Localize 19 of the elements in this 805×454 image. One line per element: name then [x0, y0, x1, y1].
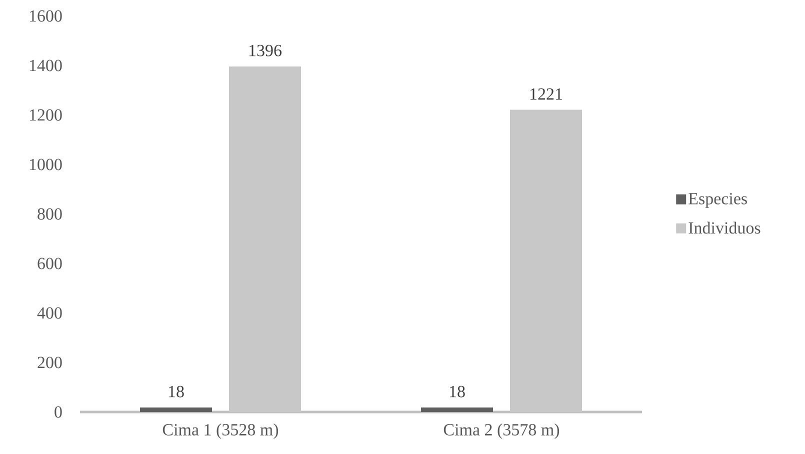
data-label: 1396 [249, 44, 282, 56]
y-tick-label: 200 [38, 356, 62, 368]
legend-label: Individuos [688, 222, 760, 234]
data-label: 18 [450, 386, 465, 398]
x-tick-label: Cima 2 (3578 m) [444, 424, 560, 439]
data-label: 1221 [530, 88, 562, 100]
bar [140, 408, 212, 412]
y-tick-label: 0 [54, 406, 62, 418]
y-tick-label: 1400 [30, 60, 62, 72]
y-tick-label: 1000 [30, 158, 62, 170]
y-tick-label: 1600 [30, 10, 62, 22]
y-tick-label: 1200 [30, 109, 62, 121]
y-tick-label: 800 [38, 208, 62, 220]
y-tick-label: 400 [37, 307, 62, 319]
data-label: 18 [169, 386, 184, 398]
legend-label: Especies [688, 192, 747, 208]
y-tick-label: 600 [38, 258, 62, 270]
bar [421, 408, 494, 412]
x-tick-label: Cima 1 (3528 m) [162, 424, 278, 439]
